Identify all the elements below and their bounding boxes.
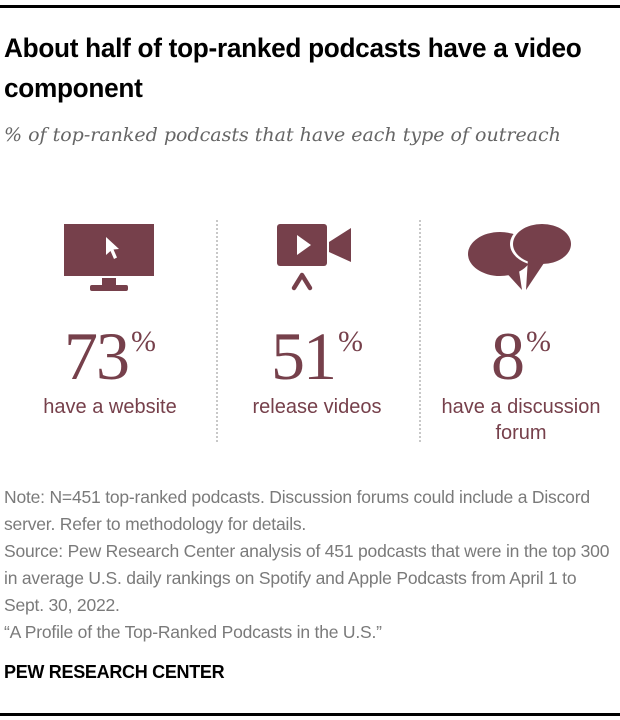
stat-label: have a website xyxy=(43,396,177,418)
source-text: Source: Pew Research Center analysis of … xyxy=(4,541,610,615)
chart-subtitle: % of top-ranked podcasts that have each … xyxy=(4,124,561,146)
footnotes: Note: N=451 top-ranked podcasts. Discuss… xyxy=(4,484,618,646)
brand-logo-text: PEW RESEARCH CENTER xyxy=(4,662,225,682)
speech-bubbles-icon xyxy=(468,222,574,290)
stat-value: 73% xyxy=(64,318,156,394)
stat-label: have a discussion forum xyxy=(441,396,601,444)
top-rule xyxy=(0,5,620,8)
stat-website: 73% have a website xyxy=(10,212,210,420)
chart-title: About half of top-ranked podcasts have a… xyxy=(4,33,582,103)
video-camera-icon xyxy=(277,224,351,291)
report-title: “A Profile of the Top-Ranked Podcasts in… xyxy=(4,622,382,642)
divider-2 xyxy=(419,220,421,442)
note-text: Note: N=451 top-ranked podcasts. Discuss… xyxy=(4,487,590,534)
stat-forum: 8% have a discussion forum xyxy=(421,212,620,446)
monitor-cursor-icon xyxy=(64,224,154,291)
stat-video: 51% release videos xyxy=(217,212,417,420)
stat-value: 51% xyxy=(271,318,363,394)
bottom-rule xyxy=(0,713,620,716)
divider-1 xyxy=(216,220,218,442)
stat-value: 8% xyxy=(491,318,551,394)
stat-label: release videos xyxy=(252,396,382,418)
